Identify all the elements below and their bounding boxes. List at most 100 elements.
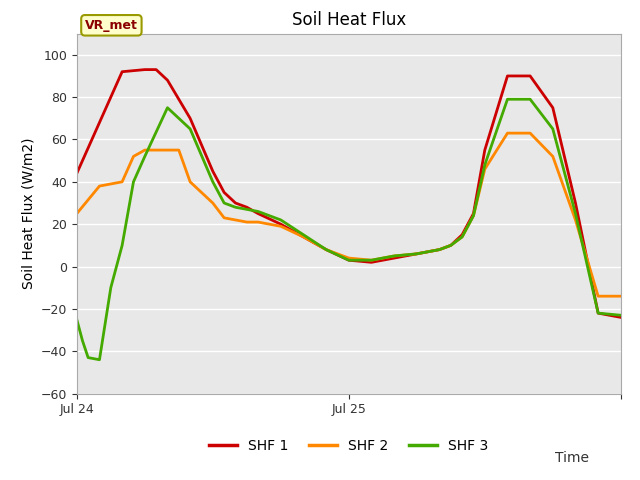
SHF 2 — [130, 154, 138, 159]
SHF 3 — [413, 251, 420, 257]
SHF 2 — [413, 251, 420, 257]
SHF 1 — [447, 242, 454, 248]
SHF 1 — [220, 190, 228, 195]
SHF 3 — [73, 317, 81, 323]
SHF 2 — [141, 147, 148, 153]
SHF 3 — [95, 357, 103, 362]
SHF 2 — [95, 183, 103, 189]
SHF 1 — [458, 232, 466, 238]
SHF 3 — [232, 204, 239, 210]
SHF 3 — [345, 257, 353, 263]
SHF 3 — [617, 312, 625, 318]
SHF 3 — [277, 217, 285, 223]
SHF 1 — [436, 247, 444, 252]
SHF 2 — [186, 179, 194, 185]
SHF 1 — [617, 314, 625, 320]
SHF 1 — [164, 77, 172, 83]
Line: SHF 3: SHF 3 — [77, 99, 621, 360]
SHF 1 — [118, 69, 126, 74]
SHF 2 — [175, 147, 182, 153]
SHF 2 — [572, 217, 579, 223]
SHF 2 — [345, 255, 353, 261]
SHF 1 — [595, 310, 602, 316]
SHF 2 — [436, 247, 444, 252]
SHF 3 — [118, 242, 126, 248]
SHF 1 — [504, 73, 511, 79]
SHF 1 — [413, 251, 420, 257]
SHF 1 — [345, 257, 353, 263]
SHF 2 — [447, 242, 454, 248]
SHF 1 — [152, 67, 160, 72]
SHF 2 — [617, 293, 625, 299]
Title: Soil Heat Flux: Soil Heat Flux — [292, 11, 406, 29]
SHF 2 — [73, 211, 81, 216]
SHF 1 — [277, 221, 285, 227]
SHF 1 — [367, 259, 375, 265]
SHF 2 — [390, 253, 398, 259]
SHF 2 — [243, 219, 251, 225]
SHF 2 — [526, 130, 534, 136]
SHF 2 — [277, 223, 285, 229]
SHF 1 — [481, 147, 489, 153]
SHF 2 — [300, 234, 307, 240]
SHF 3 — [79, 338, 86, 344]
SHF 2 — [458, 234, 466, 240]
SHF 3 — [356, 257, 364, 263]
SHF 3 — [458, 234, 466, 240]
SHF 1 — [243, 204, 251, 210]
SHF 3 — [526, 96, 534, 102]
SHF 3 — [186, 126, 194, 132]
SHF 3 — [220, 200, 228, 206]
SHF 3 — [390, 253, 398, 259]
Y-axis label: Soil Heat Flux (W/m2): Soil Heat Flux (W/m2) — [21, 138, 35, 289]
SHF 1 — [73, 170, 81, 176]
SHF 2 — [481, 166, 489, 172]
SHF 3 — [367, 257, 375, 263]
SHF 2 — [254, 219, 262, 225]
SHF 3 — [130, 179, 138, 185]
SHF 1 — [470, 211, 477, 216]
SHF 3 — [595, 310, 602, 316]
Text: Time: Time — [555, 451, 589, 465]
SHF 3 — [436, 247, 444, 252]
SHF 1 — [572, 200, 579, 206]
SHF 3 — [84, 355, 92, 360]
SHF 3 — [549, 126, 557, 132]
SHF 1 — [526, 73, 534, 79]
SHF 3 — [572, 211, 579, 216]
SHF 3 — [300, 232, 307, 238]
SHF 1 — [300, 234, 307, 240]
SHF 1 — [141, 67, 148, 72]
SHF 1 — [254, 211, 262, 216]
SHF 1 — [232, 200, 239, 206]
SHF 3 — [254, 209, 262, 215]
SHF 2 — [164, 147, 172, 153]
SHF 1 — [323, 247, 330, 252]
SHF 3 — [470, 213, 477, 218]
SHF 1 — [186, 115, 194, 121]
SHF 3 — [447, 242, 454, 248]
Line: SHF 1: SHF 1 — [77, 70, 621, 317]
Line: SHF 2: SHF 2 — [77, 133, 621, 296]
SHF 2 — [367, 257, 375, 263]
SHF 1 — [549, 105, 557, 110]
SHF 2 — [549, 154, 557, 159]
SHF 3 — [243, 206, 251, 212]
SHF 1 — [95, 120, 103, 125]
Legend: SHF 1, SHF 2, SHF 3: SHF 1, SHF 2, SHF 3 — [204, 433, 494, 459]
SHF 2 — [595, 293, 602, 299]
SHF 1 — [390, 255, 398, 261]
SHF 3 — [107, 285, 115, 290]
SHF 2 — [118, 179, 126, 185]
SHF 2 — [470, 213, 477, 218]
SHF 2 — [232, 217, 239, 223]
SHF 3 — [481, 162, 489, 168]
SHF 2 — [209, 200, 216, 206]
SHF 2 — [504, 130, 511, 136]
SHF 3 — [323, 247, 330, 252]
Text: VR_met: VR_met — [85, 19, 138, 32]
SHF 3 — [164, 105, 172, 110]
SHF 3 — [504, 96, 511, 102]
SHF 3 — [141, 154, 148, 159]
SHF 2 — [323, 247, 330, 252]
